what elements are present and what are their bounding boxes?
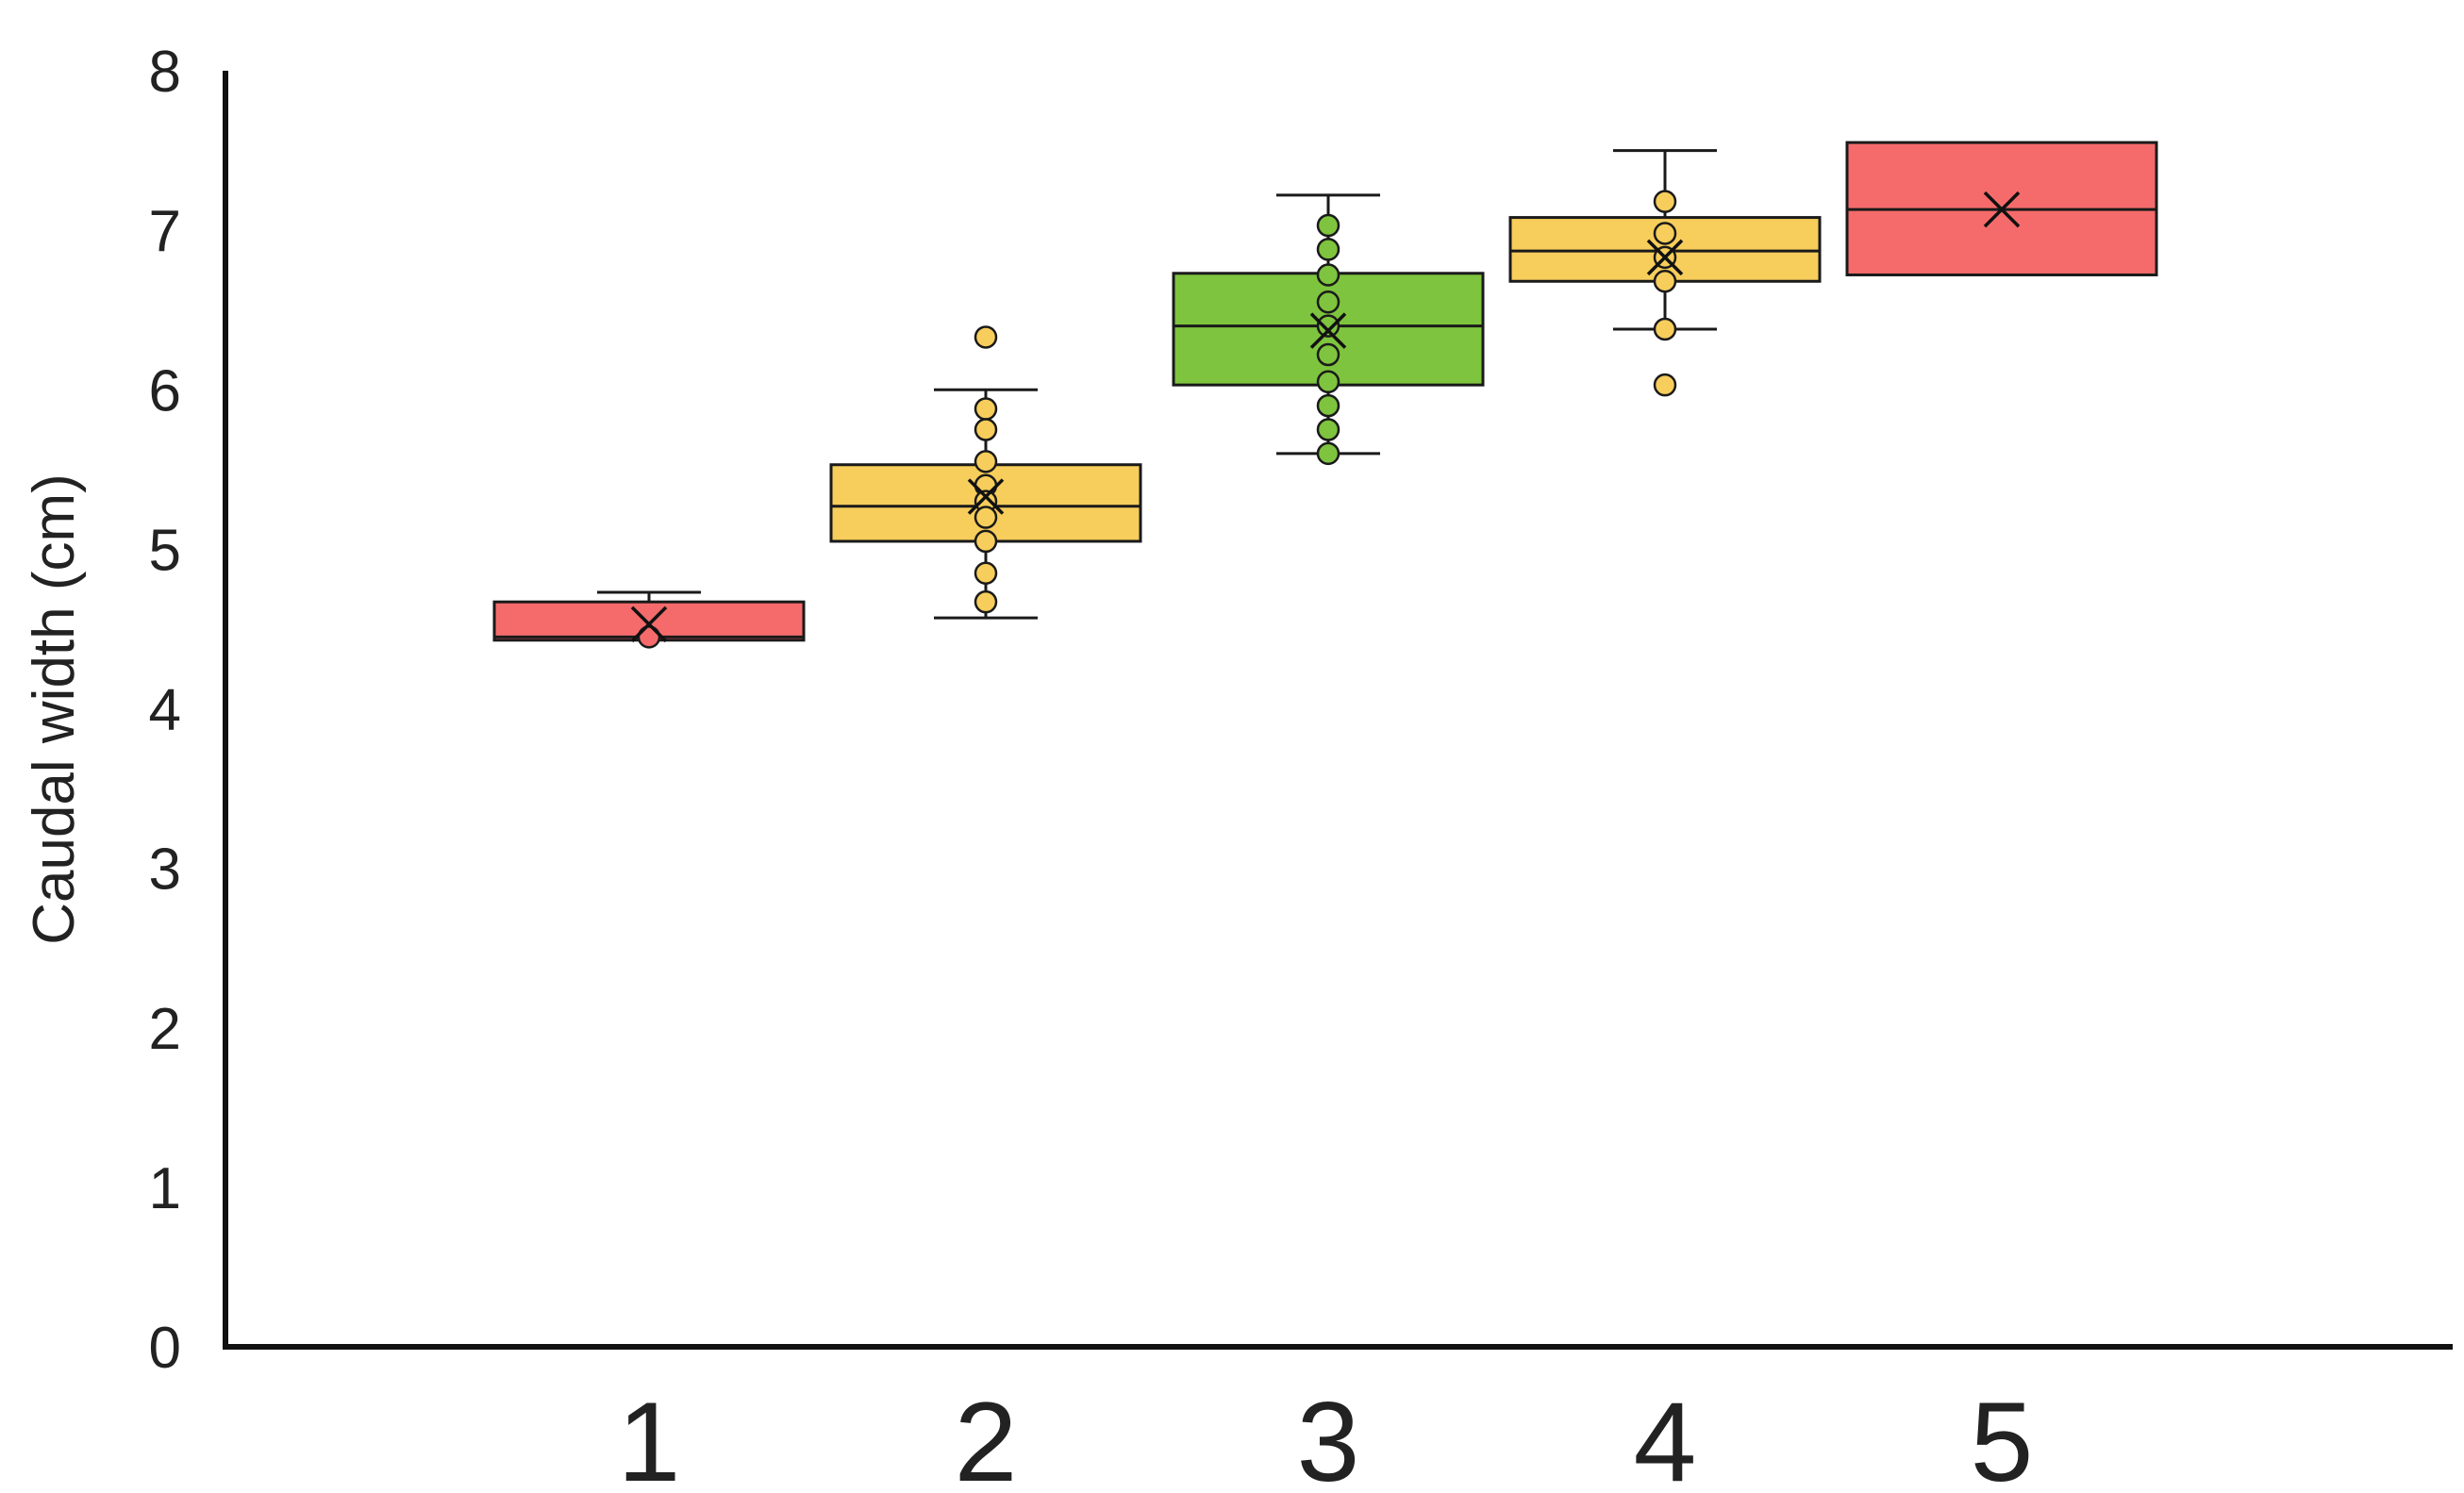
data-point bbox=[1316, 441, 1340, 466]
y-tick-label: 5 bbox=[149, 518, 181, 583]
data-point bbox=[1653, 190, 1677, 213]
data-point bbox=[974, 561, 998, 585]
data-point bbox=[1316, 263, 1340, 287]
axes bbox=[223, 71, 2453, 1350]
box-group bbox=[1845, 141, 2158, 276]
data-point bbox=[1316, 290, 1340, 314]
data-point bbox=[1653, 269, 1677, 293]
box-group bbox=[1172, 193, 1485, 466]
data-point bbox=[974, 589, 998, 614]
data-point bbox=[1316, 418, 1340, 441]
data-point bbox=[1653, 222, 1677, 245]
box-group bbox=[829, 325, 1142, 620]
data-point bbox=[1316, 213, 1340, 238]
box-group bbox=[492, 590, 806, 649]
mean-marker bbox=[967, 478, 1005, 515]
data-point bbox=[1316, 342, 1340, 367]
y-tick-label: 8 bbox=[149, 40, 181, 105]
data-point bbox=[974, 529, 998, 554]
data-point bbox=[1653, 317, 1677, 341]
y-tick-label: 1 bbox=[149, 1156, 181, 1221]
data-point bbox=[974, 418, 998, 441]
data-point bbox=[974, 397, 998, 421]
y-axis-label: Caudal width (cm) bbox=[22, 473, 87, 945]
data-point bbox=[974, 506, 998, 529]
mean-marker bbox=[1983, 191, 2021, 228]
y-tick-label: 6 bbox=[149, 358, 181, 423]
y-tick-label: 2 bbox=[149, 997, 181, 1062]
data-point bbox=[637, 625, 661, 649]
data-point bbox=[1316, 238, 1340, 261]
data-point bbox=[974, 450, 998, 473]
data-point bbox=[1316, 370, 1340, 394]
x-tick-label: 5 bbox=[1971, 1379, 2034, 1493]
y-tick-label: 7 bbox=[149, 199, 181, 264]
data-point bbox=[974, 325, 998, 349]
data-point bbox=[1653, 373, 1677, 397]
x-tick-label: 1 bbox=[618, 1379, 681, 1493]
x-tick-label: 2 bbox=[955, 1379, 1018, 1493]
data-point bbox=[1316, 314, 1340, 338]
plot-marks bbox=[492, 141, 2158, 649]
x-tick-label: 3 bbox=[1297, 1379, 1360, 1493]
mean-marker bbox=[630, 605, 668, 643]
mean-marker bbox=[1646, 239, 1684, 276]
box-group bbox=[1508, 149, 1822, 397]
y-tick-label: 4 bbox=[149, 678, 181, 743]
data-point bbox=[1316, 393, 1340, 418]
x-tick-labels: 1 2 3 4 5 bbox=[618, 1379, 2034, 1493]
x-tick-label: 4 bbox=[1634, 1379, 1697, 1493]
mean-marker bbox=[1309, 312, 1347, 349]
y-tick-label: 0 bbox=[149, 1316, 181, 1381]
y-tick-label: 3 bbox=[149, 838, 181, 903]
y-tick-labels: 0 1 2 3 4 5 6 7 8 bbox=[149, 40, 181, 1381]
